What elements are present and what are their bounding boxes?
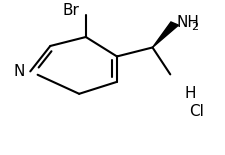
Text: H: H xyxy=(184,86,196,101)
Text: Cl: Cl xyxy=(189,104,204,119)
Polygon shape xyxy=(153,22,178,47)
Text: 2: 2 xyxy=(191,22,198,32)
Text: Br: Br xyxy=(62,3,79,18)
Text: N: N xyxy=(13,64,25,79)
Text: NH: NH xyxy=(177,15,200,30)
